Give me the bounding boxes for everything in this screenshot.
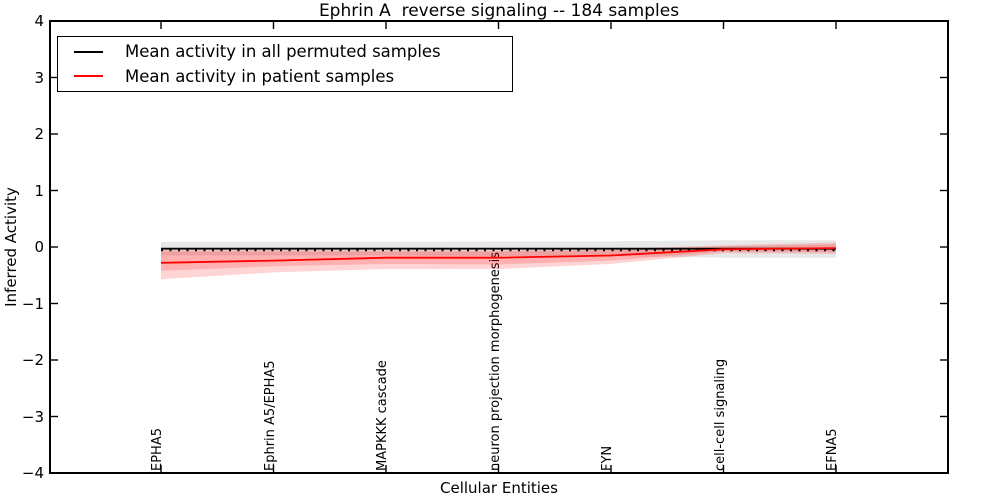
y-tick-label: 3 [34, 68, 44, 87]
x-tick-label: Ephrin A5/EPHA5 [262, 360, 278, 471]
legend-item: Mean activity in patient samples [74, 67, 512, 86]
legend-item-label: Mean activity in all permuted samples [125, 42, 441, 62]
y-tick-label: −3 [21, 407, 44, 426]
x-tick-label: EFNA5 [825, 428, 840, 471]
legend: Mean activity in all permuted samples Mea… [57, 36, 513, 92]
x-tick-label: EPHA5 [150, 428, 165, 471]
legend-line-sample [74, 75, 103, 78]
legend-item-label: Mean activity in patient samples [125, 66, 395, 86]
legend-line-sample [74, 50, 103, 53]
y-tick-label: 2 [34, 125, 44, 143]
legend-item: Mean activity in all permuted samples [74, 42, 512, 61]
y-tick-label: −1 [21, 294, 44, 313]
y-tick-label: 0 [34, 238, 44, 256]
chart-title: Ephrin A reverse signaling -- 184 sample… [318, 1, 680, 21]
y-tick-label: 4 [34, 12, 44, 30]
y-tick-label: −4 [21, 464, 44, 482]
x-tick-label: neuron projection morphogenesis [487, 252, 503, 471]
y-tick-label: −2 [21, 351, 44, 369]
y-tick-label: 1 [34, 181, 44, 200]
x-tick-label: MAPKKK cascade [375, 360, 390, 471]
x-tick-label: FYN [600, 445, 615, 471]
x-axis-label: Cellular Entities [440, 479, 558, 497]
x-tick-label: cell-cell signaling [712, 358, 728, 471]
